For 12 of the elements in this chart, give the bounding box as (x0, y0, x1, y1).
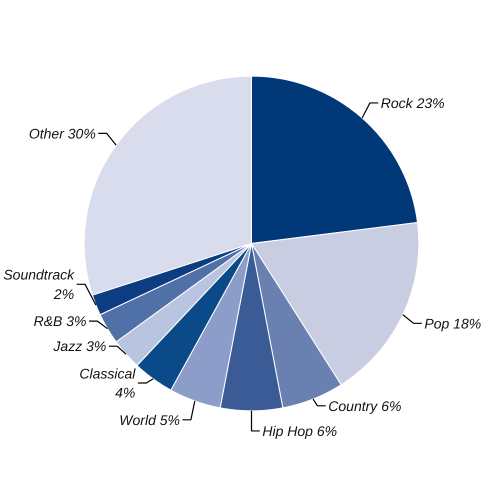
data-label: 2% (52, 286, 74, 302)
slice-label: Country 6% (328, 398, 402, 414)
slice-label: World 5% (119, 412, 180, 428)
slice-label: Soundtrack (3, 266, 76, 283)
slice-label: Classical (79, 365, 136, 382)
slice-label: Jazz 3% (52, 338, 106, 354)
data-label: 4% (115, 384, 136, 401)
slice-label: Other 30% (28, 125, 96, 142)
slice-label: Rock 23% (380, 94, 445, 111)
slice-label: Pop 18% (424, 315, 482, 332)
slice-label: Hip Hop 6% (262, 422, 338, 439)
slice-label: R&B 3% (34, 313, 87, 330)
